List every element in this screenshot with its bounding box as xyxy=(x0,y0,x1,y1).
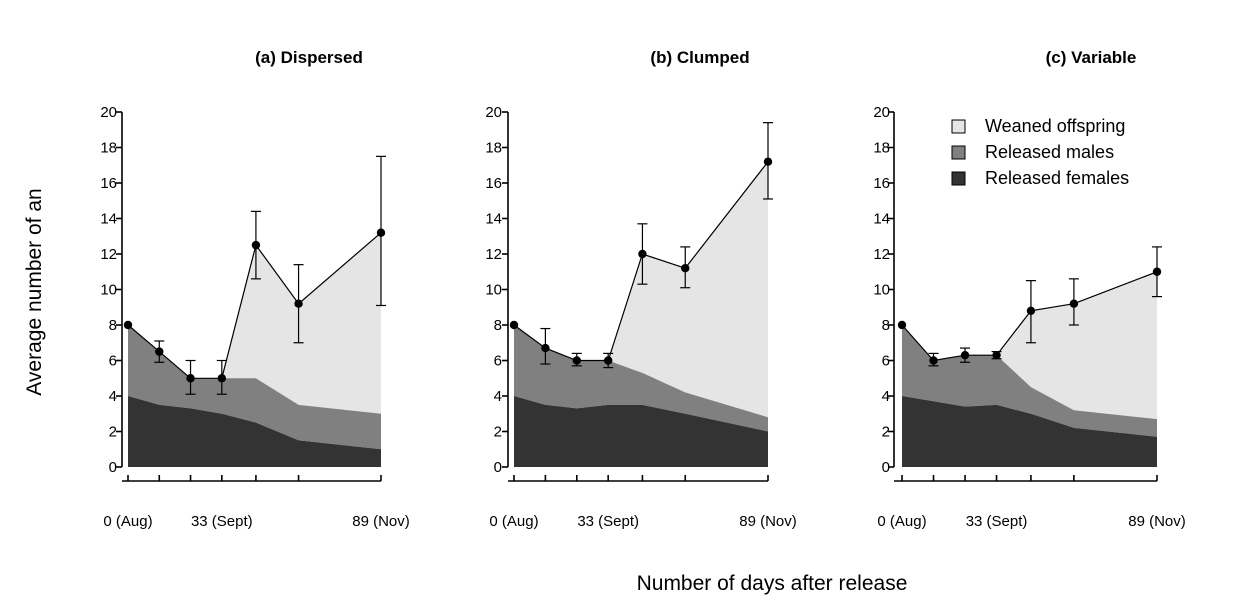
area-released-males xyxy=(128,325,381,450)
panel-title: (b) Clumped xyxy=(650,48,749,67)
legend-swatch xyxy=(951,145,966,160)
data-point xyxy=(1026,306,1036,315)
data-point xyxy=(155,347,164,356)
legend-swatch xyxy=(951,171,966,186)
x-tick-label: 33 (Sept) xyxy=(577,513,639,530)
legend-label: Released males xyxy=(985,142,1114,162)
chart-panel-3: (c) Variable 0 2 4 6 8 10 12 14 16 18 20 0 (Aug) 33 (… xyxy=(873,48,1185,530)
x-tick-label: 33 (Sept) xyxy=(966,513,1028,530)
chart-panel-2: (b) Clumped 0 2 4 6 8 10 12 14 16 18 20 0 (Aug) 33 (S… xyxy=(485,48,796,530)
legend-swatch xyxy=(951,119,966,134)
x-tick-label: 0 (Aug) xyxy=(489,513,538,530)
area-released-males xyxy=(514,325,768,432)
y-tick-label: 20 xyxy=(485,104,502,121)
data-point xyxy=(376,228,386,237)
y-tick-label: 10 xyxy=(485,282,502,299)
legend: Weaned offspring Released males Released f… xyxy=(951,116,1129,188)
y-tick-label: 0 xyxy=(109,459,117,476)
y-tick-label: 8 xyxy=(494,317,502,334)
data-point xyxy=(960,350,970,360)
x-tick-label: 89 (Nov) xyxy=(739,513,797,530)
y-tick-label: 2 xyxy=(494,424,502,441)
y-tick-label: 16 xyxy=(485,175,502,192)
y-tick-label: 18 xyxy=(485,140,502,157)
y-tick-label: 6 xyxy=(109,353,117,370)
area-weaned-offspring xyxy=(514,161,768,418)
data-point xyxy=(763,157,773,166)
y-tick-label: 16 xyxy=(873,175,890,192)
data-point xyxy=(217,374,227,383)
data-point xyxy=(897,320,907,330)
y-tick-label: 14 xyxy=(100,211,117,228)
y-tick-label: 6 xyxy=(494,353,502,370)
area-released-females xyxy=(902,396,1157,467)
y-tick-label: 0 xyxy=(494,459,502,476)
area-released-males xyxy=(902,325,1157,437)
y-tick-label: 10 xyxy=(100,282,117,299)
y-tick-label: 4 xyxy=(882,388,890,405)
y-tick-label: 8 xyxy=(882,317,890,334)
y-tick-label: 12 xyxy=(873,246,890,263)
chart-panel-1: (a) Dispersed 0 2 4 6 8 10 12 14 16 18 20 0 (Aug) 33 … xyxy=(100,48,409,530)
y-tick-label: 18 xyxy=(873,140,890,157)
panel-title: (a) Dispersed xyxy=(255,48,363,67)
data-point xyxy=(1152,267,1162,276)
area-weaned-offspring xyxy=(128,232,381,414)
data-point xyxy=(186,374,195,383)
legend-label: Released females xyxy=(985,168,1129,188)
y-tick-label: 18 xyxy=(100,140,117,157)
y-tick-label: 2 xyxy=(882,424,890,441)
y-tick-label: 12 xyxy=(485,246,502,263)
x-tick-label: 0 (Aug) xyxy=(103,513,152,530)
y-tick-label: 4 xyxy=(109,388,117,405)
legend-label: Weaned offspring xyxy=(985,116,1125,136)
data-point xyxy=(603,356,613,365)
y-tick-label: 16 xyxy=(100,175,117,192)
data-point xyxy=(251,240,261,250)
area-released-females xyxy=(514,396,768,467)
y-tick-label: 14 xyxy=(485,211,502,228)
y-tick-label: 6 xyxy=(882,353,890,370)
area-released-females xyxy=(128,396,381,467)
y-axis-title: Average number of an xyxy=(23,188,46,395)
data-point xyxy=(541,343,550,353)
x-tick-label: 33 (Sept) xyxy=(191,513,253,530)
y-tick-label: 2 xyxy=(109,424,117,441)
data-point xyxy=(929,356,938,365)
data-point xyxy=(681,264,690,273)
y-tick-label: 14 xyxy=(873,211,890,228)
panel-title: (c) Variable xyxy=(1046,48,1137,67)
x-tick-label: 0 (Aug) xyxy=(877,513,926,530)
y-tick-label: 8 xyxy=(109,317,117,334)
y-tick-label: 10 xyxy=(873,282,890,299)
y-tick-label: 4 xyxy=(494,388,502,405)
data-point xyxy=(294,299,303,308)
data-point xyxy=(638,249,647,259)
data-point xyxy=(572,356,581,365)
x-tick-label: 89 (Nov) xyxy=(1128,513,1186,530)
area-weaned-offspring xyxy=(902,271,1157,420)
y-tick-label: 12 xyxy=(100,246,117,263)
x-axis-title: Number of days after release xyxy=(637,572,908,595)
data-point xyxy=(992,350,1001,360)
y-tick-label: 20 xyxy=(100,104,117,121)
data-point xyxy=(1069,299,1079,308)
y-tick-label: 20 xyxy=(873,104,890,121)
data-point xyxy=(123,320,133,330)
x-tick-label: 89 (Nov) xyxy=(352,513,410,530)
data-point xyxy=(509,320,519,330)
y-tick-label: 0 xyxy=(882,459,890,476)
